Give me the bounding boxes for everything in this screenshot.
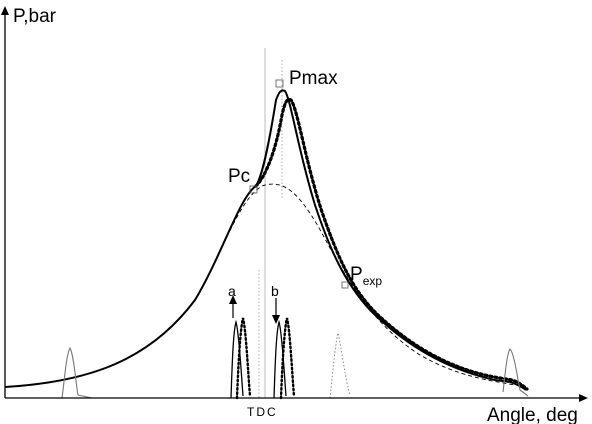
pulse-right-gray — [502, 348, 529, 397]
pexp-marker — [341, 281, 349, 289]
pulse-a-solid — [230, 319, 244, 399]
pc-marker — [249, 185, 258, 194]
marker-b-label: b — [271, 283, 279, 299]
pc-label: Pc — [228, 166, 250, 187]
pulse-gray-dotted — [329, 332, 351, 399]
marker-a-label: a — [228, 283, 236, 299]
pressure-curve-solid — [4, 89, 527, 391]
pmax-label: Pmax — [289, 68, 338, 89]
pexp-label-main: P — [350, 264, 363, 285]
pulse-a-dotted — [235, 317, 252, 400]
pexp-label: Pexp — [350, 264, 382, 288]
pulse-b-dotted — [279, 317, 296, 400]
pexp-label-sub: exp — [363, 274, 383, 288]
motoring-curve — [4, 183, 516, 388]
pmax-marker — [275, 79, 284, 88]
y-axis-label: P,bar — [13, 6, 57, 27]
x-axis-label: Angle, deg — [487, 405, 578, 424]
pressure-curve-dotted — [254, 97, 529, 391]
tdc-label: TDC — [247, 405, 278, 419]
pulse-left-gray — [61, 346, 93, 399]
